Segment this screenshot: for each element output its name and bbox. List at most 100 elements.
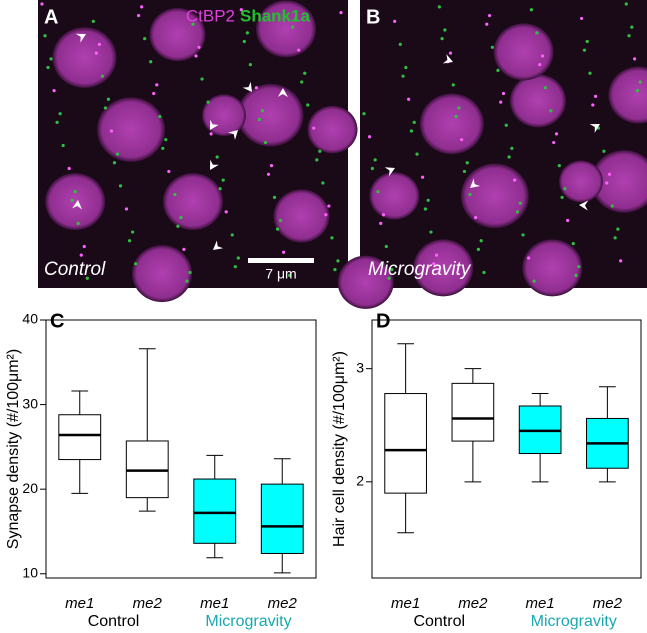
- puncta: [303, 71, 307, 75]
- puncta: [236, 256, 240, 260]
- puncta: [563, 187, 567, 191]
- box: [451, 382, 495, 442]
- cell: [522, 239, 583, 297]
- puncta: [291, 25, 295, 29]
- cell: [237, 83, 304, 147]
- arrowhead: [277, 88, 288, 98]
- puncta: [409, 129, 414, 133]
- puncta: [529, 8, 534, 12]
- puncta: [300, 80, 304, 84]
- cell: [413, 239, 474, 297]
- x-tick-label: me1: [200, 595, 229, 612]
- puncta: [437, 5, 441, 9]
- puncta: [206, 100, 210, 104]
- puncta: [549, 109, 553, 113]
- puncta: [624, 2, 628, 6]
- puncta: [339, 11, 343, 15]
- puncta: [420, 175, 425, 179]
- x-tick-label: me2: [458, 595, 488, 612]
- micrograph-a: [38, 0, 358, 303]
- puncta: [607, 172, 612, 176]
- puncta: [161, 146, 165, 150]
- arrowhead: [72, 200, 83, 210]
- puncta: [278, 218, 283, 223]
- puncta: [538, 63, 542, 67]
- puncta: [515, 210, 520, 214]
- puncta: [616, 227, 620, 231]
- puncta: [451, 83, 455, 87]
- puncta: [46, 65, 50, 70]
- y-axis-label: Hair cell density (#/100μm²): [331, 351, 348, 547]
- scale-bar: [248, 258, 314, 263]
- puncta: [619, 259, 623, 263]
- puncta: [263, 140, 268, 145]
- cell: [493, 23, 554, 81]
- micrograph-b: [337, 0, 647, 309]
- puncta: [593, 94, 598, 98]
- puncta: [318, 149, 322, 153]
- y-tick-label: 40: [22, 311, 38, 327]
- arrowhead: [228, 130, 238, 140]
- puncta: [191, 22, 195, 26]
- puncta: [61, 143, 65, 148]
- puncta: [97, 42, 101, 47]
- cell: [132, 245, 192, 303]
- puncta: [164, 138, 168, 142]
- puncta: [574, 273, 578, 277]
- puncta: [155, 83, 159, 87]
- puncta: [70, 198, 74, 202]
- puncta: [426, 198, 430, 202]
- puncta: [504, 123, 508, 127]
- puncta: [49, 57, 53, 61]
- puncta: [245, 31, 249, 35]
- puncta: [333, 267, 337, 272]
- puncta: [79, 253, 83, 257]
- y-tick-label: 2: [356, 473, 364, 489]
- puncta: [510, 146, 514, 150]
- puncta: [605, 181, 609, 185]
- puncta: [384, 244, 388, 249]
- cell: [97, 97, 165, 162]
- puncta: [401, 74, 405, 78]
- puncta: [275, 227, 280, 231]
- cell: [149, 7, 206, 62]
- puncta: [566, 218, 570, 223]
- cell: [307, 105, 358, 154]
- puncta: [415, 152, 419, 156]
- puncta: [179, 216, 183, 220]
- legend-entry: CtBP2: [186, 6, 235, 25]
- puncta: [379, 221, 383, 225]
- puncta: [124, 207, 129, 211]
- puncta: [52, 88, 56, 93]
- puncta: [552, 140, 556, 145]
- puncta: [158, 114, 162, 119]
- puncta: [173, 192, 177, 197]
- puncta: [100, 74, 104, 78]
- cell: [337, 255, 394, 309]
- puncta: [152, 91, 156, 96]
- puncta: [635, 88, 640, 93]
- puncta: [294, 16, 298, 21]
- box: [384, 393, 427, 494]
- image-caption: Microgravity: [368, 259, 472, 280]
- puncta: [134, 262, 138, 266]
- puncta: [239, 8, 243, 12]
- panel-label: B: [366, 6, 380, 28]
- puncta: [324, 213, 328, 217]
- puncta: [367, 135, 372, 139]
- image-caption: Control: [44, 259, 106, 280]
- panel-label: A: [44, 6, 58, 28]
- puncta: [197, 45, 201, 49]
- puncta: [327, 204, 331, 208]
- puncta: [554, 132, 559, 136]
- arrowhead: [210, 159, 219, 170]
- puncta: [221, 178, 225, 182]
- puncta: [185, 279, 189, 283]
- panel-label: D: [376, 310, 390, 332]
- arrowhead: [213, 240, 224, 250]
- puncta: [115, 152, 120, 156]
- puncta: [443, 28, 447, 32]
- puncta: [440, 37, 444, 41]
- cell: [509, 74, 566, 128]
- puncta: [91, 19, 95, 23]
